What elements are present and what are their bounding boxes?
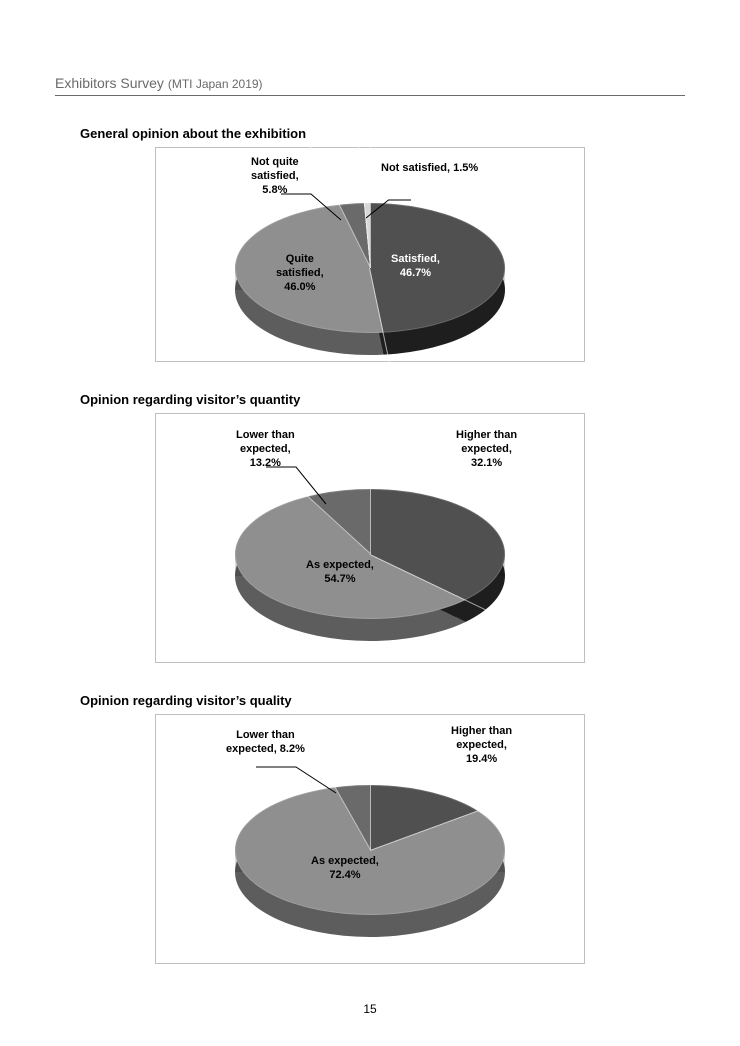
chart1-box: Satisfied,46.7% Quitesatisfied,46.0% Not q… <box>155 147 585 362</box>
slice-label: Satisfied,46.7% <box>391 253 440 281</box>
slice-label: Lower thanexpected,13.2% <box>236 429 295 470</box>
header-title: Exhibitors Survey <box>55 75 164 91</box>
slice-label: As expected,54.7% <box>306 559 374 587</box>
chart2-box: Higher thanexpected,32.1% As expected,54.… <box>155 413 585 663</box>
page-number: 15 <box>0 1002 740 1016</box>
chart3-title: Opinion regarding visitor’s quality <box>80 693 685 708</box>
slice-label: Not satisfied, 1.5% <box>381 162 478 176</box>
page-header: Exhibitors Survey (MTI Japan 2019) <box>55 75 685 96</box>
chart1-title: General opinion about the exhibition <box>80 126 685 141</box>
chart3-box: Higher thanexpected,19.4% As expected,72.… <box>155 714 585 964</box>
slice-label: Lower thanexpected, 8.2% <box>226 729 305 757</box>
slice-label: Higher thanexpected,19.4% <box>451 725 512 766</box>
header-subtitle: (MTI Japan 2019) <box>168 77 263 91</box>
slice-label: Not quitesatisfied,5.8% <box>251 156 299 197</box>
slice-label: Quitesatisfied,46.0% <box>276 253 324 294</box>
slice-label: As expected,72.4% <box>311 855 379 883</box>
chart2-title: Opinion regarding visitor’s quantity <box>80 392 685 407</box>
slice-label: Higher thanexpected,32.1% <box>456 429 517 470</box>
